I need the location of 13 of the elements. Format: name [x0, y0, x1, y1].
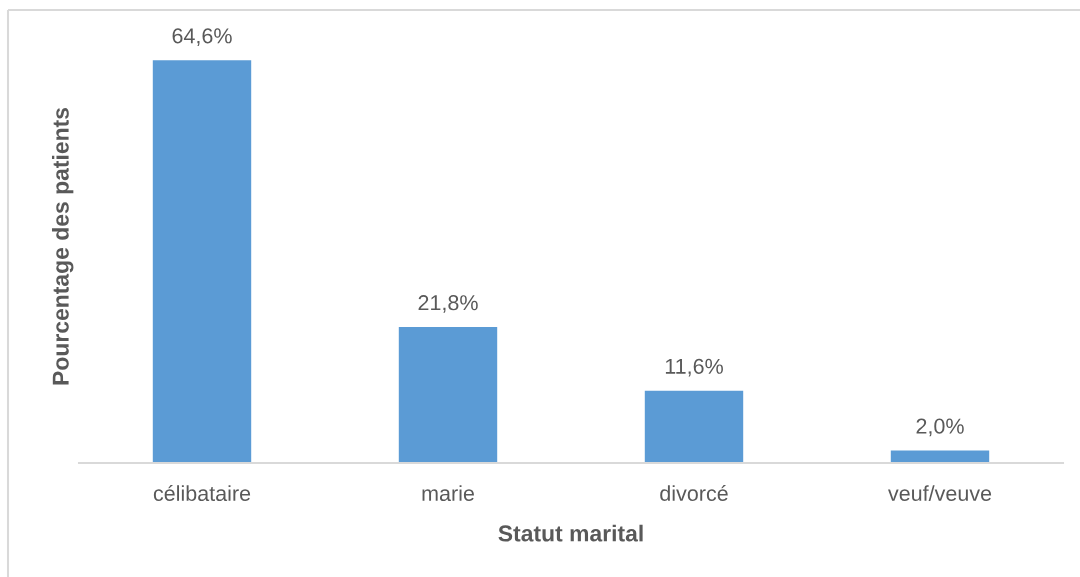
data-label: 21,8% [418, 295, 478, 313]
x-axis-title: Statut marital [498, 524, 643, 542]
data-label: 11,6% [665, 358, 723, 377]
y-axis-title: Pourcentage des patients [51, 107, 74, 385]
x-tick-label: célibataire [153, 484, 251, 502]
data-label: 2,0% [916, 418, 964, 437]
bar [644, 390, 744, 463]
bar [398, 327, 498, 463]
x-tick-label: divorcé [660, 484, 728, 502]
x-tick-label: marie [422, 485, 474, 502]
data-label: 64,6% [172, 28, 232, 46]
x-tick-label: veuf/veuve [888, 485, 992, 502]
bar [152, 60, 252, 463]
